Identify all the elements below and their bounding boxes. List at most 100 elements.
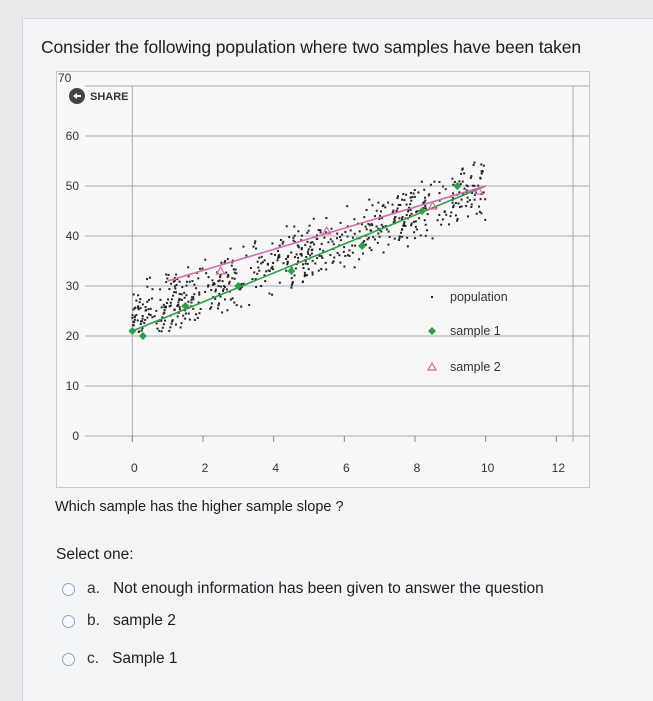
population-point	[162, 303, 165, 306]
population-point	[162, 312, 165, 315]
population-point	[339, 239, 342, 242]
population-point	[151, 316, 154, 319]
population-point	[391, 211, 394, 214]
population-point	[424, 196, 427, 199]
population-point	[477, 184, 480, 187]
population-point	[149, 276, 152, 279]
population-point	[379, 210, 382, 213]
population-point	[300, 252, 303, 255]
population-point	[285, 225, 288, 228]
legend-population-marker	[431, 296, 433, 298]
population-point	[403, 221, 406, 224]
population-point	[413, 195, 416, 198]
population-point	[391, 203, 394, 206]
population-point	[479, 198, 482, 201]
population-point	[410, 199, 413, 202]
population-point	[139, 320, 142, 323]
population-point	[480, 170, 483, 173]
population-point	[465, 204, 468, 207]
population-point	[183, 296, 186, 299]
population-point	[292, 239, 295, 242]
population-point	[332, 243, 335, 246]
population-point	[221, 280, 224, 283]
population-point	[406, 236, 409, 239]
population-point	[317, 269, 320, 272]
population-point	[392, 209, 395, 212]
population-point	[406, 245, 409, 248]
population-point	[220, 261, 223, 264]
population-point	[378, 217, 381, 220]
population-point	[297, 230, 300, 233]
population-point	[320, 242, 323, 245]
population-point	[198, 293, 201, 296]
population-point	[394, 216, 397, 219]
population-point	[301, 281, 304, 284]
option-b[interactable]: b. sample 2	[62, 610, 176, 632]
population-point	[400, 217, 403, 220]
population-point	[450, 211, 453, 214]
population-point	[363, 240, 366, 243]
population-point	[309, 241, 312, 244]
population-point	[210, 302, 213, 305]
population-point	[306, 262, 309, 265]
population-point	[170, 322, 173, 325]
population-point	[212, 282, 215, 285]
legend-label: population	[450, 290, 508, 304]
population-point	[222, 288, 225, 291]
population-point	[463, 172, 466, 175]
population-point	[438, 213, 441, 216]
population-point	[233, 277, 236, 280]
population-point	[377, 232, 380, 235]
population-point	[461, 180, 464, 183]
population-point	[279, 239, 282, 242]
population-point	[315, 237, 318, 240]
population-point	[270, 267, 273, 270]
population-point	[344, 230, 347, 233]
population-point	[366, 238, 369, 241]
option-a[interactable]: a. Not enough information has been given…	[62, 578, 544, 600]
population-point	[375, 209, 378, 212]
population-point	[307, 248, 310, 251]
option-a-label: Not enough information has been given to…	[112, 580, 544, 597]
x-tick-label: 4	[272, 461, 279, 475]
population-point	[300, 254, 303, 257]
population-point	[173, 291, 176, 294]
share-button[interactable]: SHARE	[69, 88, 129, 104]
population-point	[219, 285, 222, 288]
population-points	[131, 161, 487, 333]
population-point	[424, 223, 427, 226]
sample-1-point	[181, 302, 190, 310]
population-point	[293, 240, 296, 243]
population-point	[134, 315, 137, 318]
radio-b[interactable]	[62, 614, 75, 628]
population-point	[322, 249, 325, 252]
population-point	[342, 250, 345, 253]
x-tick-label: 2	[202, 461, 209, 475]
population-point	[401, 235, 404, 238]
population-point	[458, 206, 461, 209]
population-point	[308, 224, 311, 227]
population-point	[290, 251, 293, 254]
population-point	[156, 327, 159, 330]
population-point	[232, 268, 235, 271]
population-point	[292, 236, 295, 239]
population-point	[396, 197, 399, 200]
population-point	[354, 244, 357, 247]
population-point	[409, 208, 412, 211]
population-point	[293, 225, 296, 228]
sample-1-point	[418, 207, 427, 215]
population-point	[260, 255, 263, 258]
option-c[interactable]: c. Sample 1	[62, 648, 178, 670]
population-point	[381, 205, 384, 208]
population-point	[207, 276, 210, 279]
sample-1-point	[128, 327, 137, 335]
radio-a[interactable]	[62, 582, 75, 596]
population-point	[324, 261, 327, 264]
population-point	[440, 223, 443, 226]
population-point	[384, 225, 387, 228]
population-point	[364, 243, 367, 246]
radio-c[interactable]	[62, 652, 75, 666]
population-point	[255, 247, 258, 250]
population-point	[217, 307, 220, 310]
population-point	[296, 244, 299, 247]
